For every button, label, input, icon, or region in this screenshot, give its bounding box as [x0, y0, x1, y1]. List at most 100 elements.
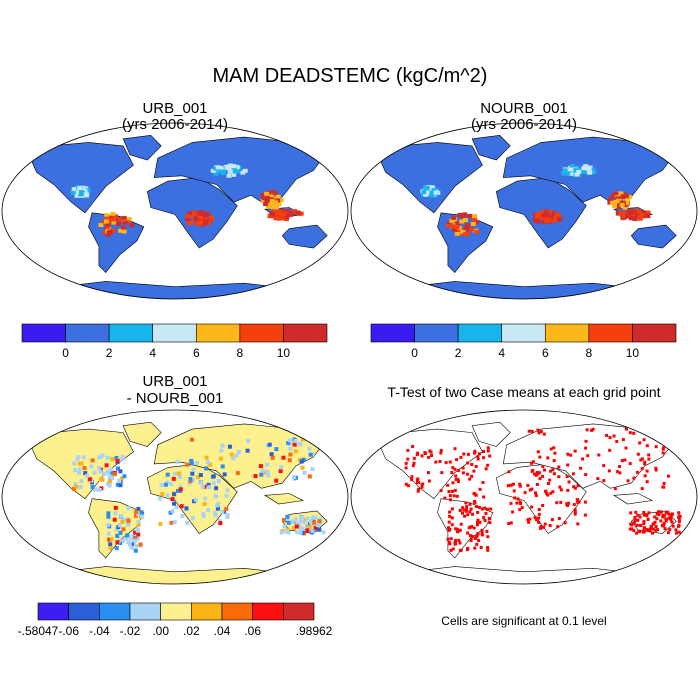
- significant-cell: [474, 505, 478, 508]
- significant-cell: [559, 500, 563, 504]
- significant-cell: [537, 520, 541, 524]
- panel-subtitle-nourb: (yrs 2006-2014): [471, 116, 577, 133]
- grid-cell: [211, 474, 216, 479]
- grid-cell: [471, 214, 477, 219]
- significant-cell: [465, 505, 469, 509]
- grid-cell: [317, 527, 322, 532]
- significant-cell: [542, 525, 546, 529]
- grid-cell: [219, 166, 225, 171]
- grid-cell: [76, 455, 81, 460]
- grid-cell: [242, 168, 248, 173]
- grid-cell: [159, 483, 164, 488]
- grid-cell: [104, 213, 110, 218]
- grid-cell: [203, 212, 209, 217]
- grid-cell: [608, 196, 614, 201]
- significant-cell: [636, 452, 640, 456]
- significant-cell: [638, 441, 642, 445]
- grid-cell: [263, 202, 269, 207]
- significant-cell: [454, 538, 458, 542]
- significant-cell: [467, 526, 471, 530]
- colorbar-tick-label: 0: [62, 346, 69, 360]
- grid-cell: [301, 437, 305, 442]
- significant-cell: [635, 470, 639, 474]
- grid-cell: [117, 478, 122, 483]
- grid-cell: [163, 482, 168, 487]
- map-boundary-diff: [1, 409, 349, 585]
- significant-cell: [662, 482, 666, 485]
- significant-cell: [544, 490, 548, 493]
- grid-cell: [549, 218, 555, 223]
- grid-cell: [172, 520, 177, 525]
- significant-cell: [459, 455, 463, 459]
- significant-cell: [404, 461, 408, 465]
- grid-cell: [313, 515, 318, 520]
- grid-cell: [291, 210, 297, 215]
- colorbar-bin: [129, 602, 161, 621]
- significant-cell: [642, 438, 646, 442]
- grid-cell: [288, 441, 293, 446]
- significant-cell: [476, 520, 479, 524]
- grid-cell: [106, 514, 111, 519]
- significant-cell: [481, 481, 485, 484]
- significant-cell: [454, 527, 458, 531]
- grid-cell: [565, 171, 571, 176]
- significant-cell: [558, 485, 562, 489]
- significant-cell: [548, 524, 552, 527]
- colorbar-bin: [37, 602, 69, 621]
- grid-cell: [160, 492, 165, 496]
- landmass-greenland: [471, 134, 511, 161]
- grid-cell: [77, 470, 82, 475]
- significant-cell: [476, 532, 480, 536]
- significant-cell: [618, 465, 621, 469]
- grid-cell: [557, 216, 563, 221]
- grid-cell: [632, 217, 638, 222]
- grid-cell: [121, 215, 127, 220]
- grid-cell: [464, 225, 469, 230]
- significant-cell: [549, 469, 553, 473]
- significant-cell: [552, 472, 556, 476]
- grid-cell: [206, 507, 211, 512]
- grid-cell: [573, 168, 579, 173]
- grid-cell: [105, 455, 110, 460]
- significant-cell: [565, 475, 569, 478]
- significant-cell: [584, 473, 588, 477]
- significant-cell: [652, 527, 656, 531]
- significant-cell: [486, 449, 490, 453]
- significant-cell: [585, 428, 589, 432]
- significant-cell: [451, 547, 455, 551]
- significant-cell: [486, 463, 490, 467]
- grid-cell: [258, 464, 263, 469]
- grid-cell: [545, 217, 551, 222]
- grid-cell: [235, 471, 240, 476]
- colorbar-tick-label: 4: [498, 346, 505, 360]
- significant-cell: [482, 456, 485, 460]
- significant-cell: [406, 484, 410, 488]
- significant-cell: [406, 448, 410, 452]
- grid-cell: [569, 165, 575, 170]
- landmass-indonesia: [613, 493, 653, 505]
- grid-cell: [210, 168, 216, 173]
- grid-cell: [74, 484, 79, 489]
- significant-cell: [535, 471, 539, 474]
- colorbar-bin: [544, 323, 590, 343]
- grid-cell: [545, 212, 551, 217]
- grid-cell: [139, 510, 144, 515]
- grid-cell: [189, 220, 195, 225]
- grid-cell: [98, 469, 103, 474]
- significant-cell: [429, 450, 433, 454]
- significant-cell: [480, 528, 484, 532]
- significant-cell: [476, 455, 480, 459]
- significant-cell: [643, 460, 647, 464]
- significant-cell: [530, 429, 534, 433]
- significant-cell: [479, 546, 483, 549]
- grid-cell: [82, 189, 88, 194]
- significant-cell: [484, 512, 488, 515]
- significant-cell: [446, 483, 450, 487]
- grid-cell: [220, 464, 225, 469]
- grid-cell: [83, 471, 88, 476]
- significant-cell: [404, 482, 408, 486]
- grid-cell: [278, 197, 284, 202]
- significant-cell: [608, 448, 612, 452]
- significant-cell: [543, 468, 546, 472]
- significant-cell: [530, 487, 534, 491]
